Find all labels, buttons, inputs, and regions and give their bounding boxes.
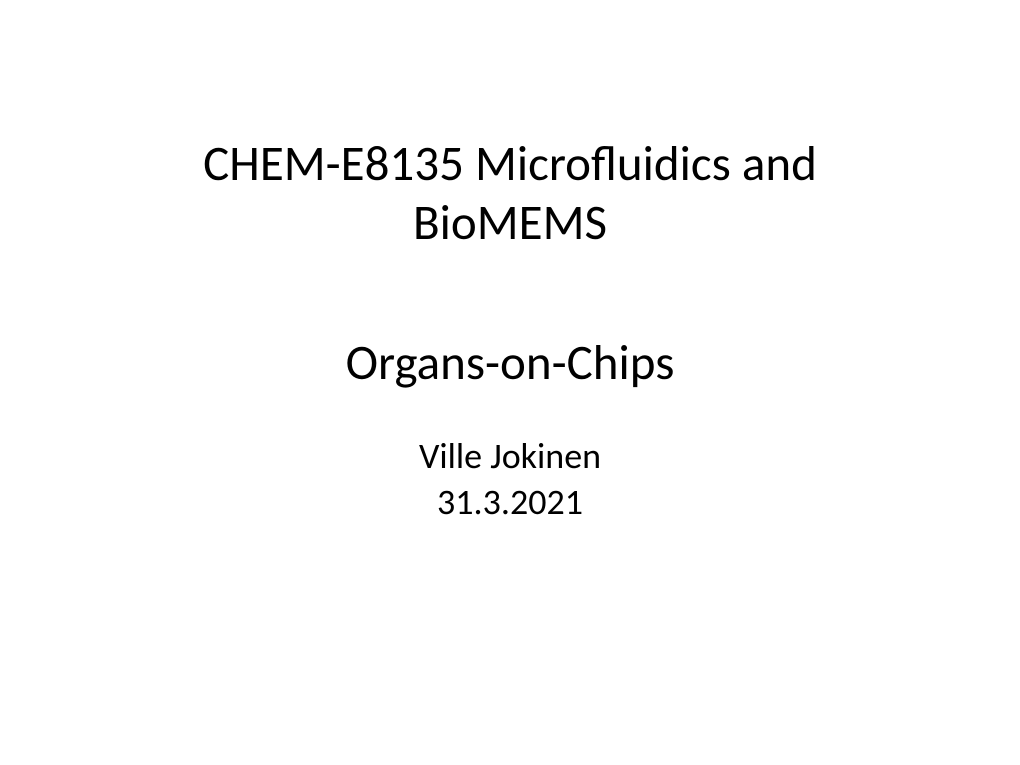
presentation-date: 31.3.2021 [437,479,583,526]
topic-title: Organs-on-Chips [346,333,675,393]
author-name: Ville Jokinen [419,433,601,480]
course-title: CHEM-E8135 Microfluidics and BioMEMS [110,135,910,253]
